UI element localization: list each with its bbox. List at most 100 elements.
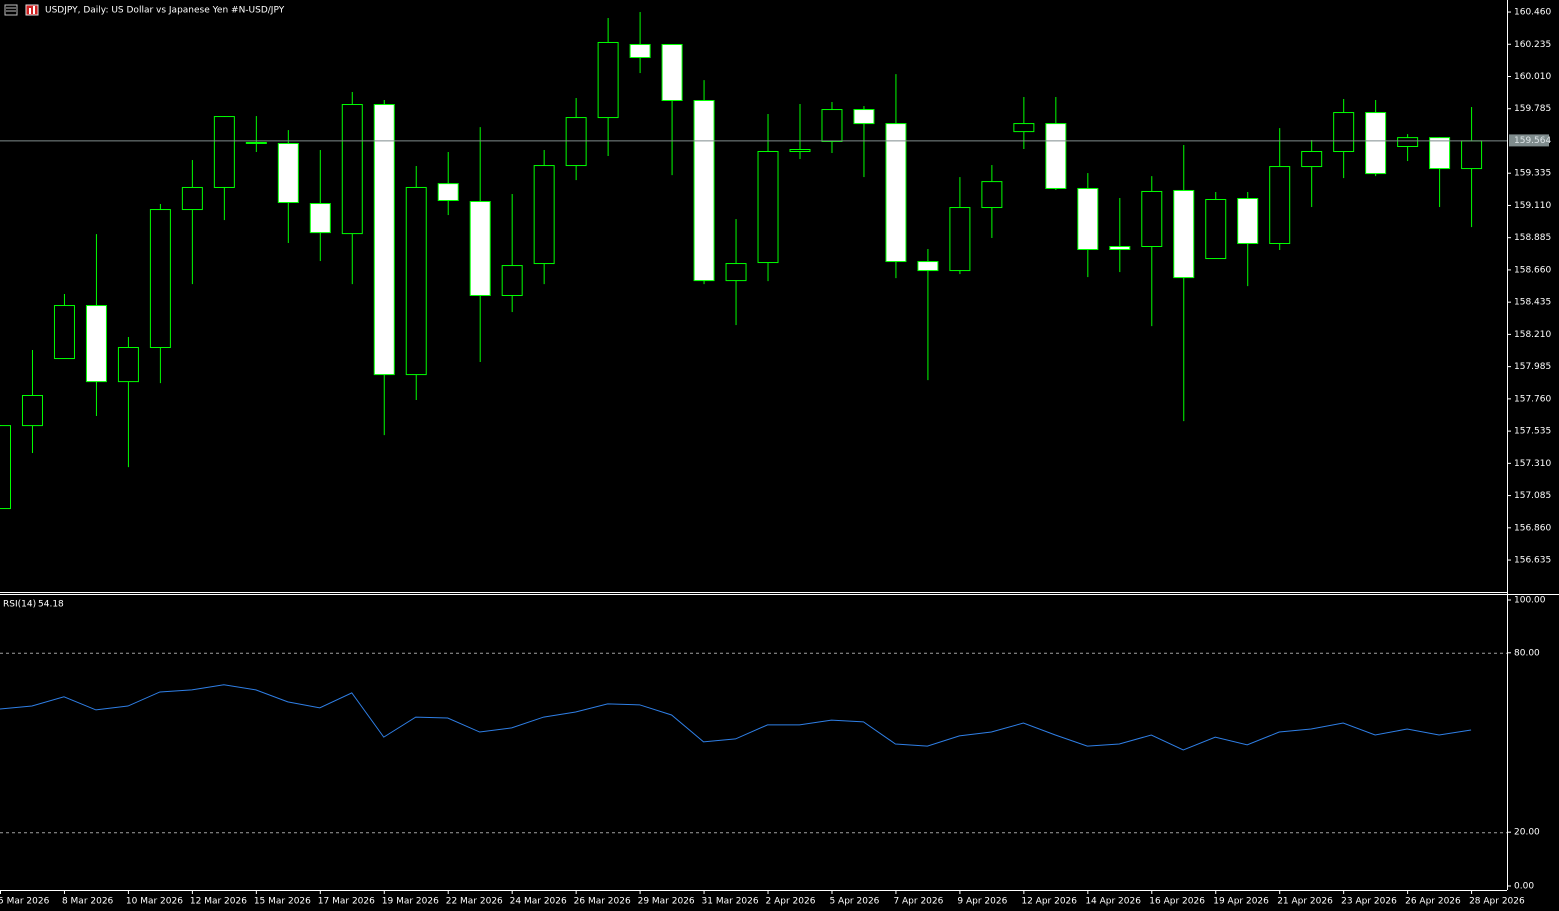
x-tick-label: 24 Mar 2026	[510, 897, 567, 907]
y-tick-label: 160.010	[1514, 72, 1551, 82]
candle-body	[1077, 187, 1099, 251]
x-tick-label: 8 Mar 2026	[62, 897, 114, 907]
candle-body	[1109, 245, 1131, 251]
candle-body	[1365, 112, 1387, 175]
candle-body	[1205, 199, 1227, 260]
candle-body	[469, 201, 491, 296]
candle-body	[277, 142, 299, 204]
y-tick-label: 159.335	[1514, 169, 1551, 179]
candle-body	[757, 151, 779, 264]
candle-body	[21, 395, 43, 427]
x-tick-label: 19 Mar 2026	[382, 897, 439, 907]
candle-body	[405, 186, 427, 376]
candle-body	[917, 261, 939, 272]
candle-body	[309, 203, 331, 234]
candle-body	[1045, 123, 1067, 189]
y-tick-label: 156.860	[1514, 523, 1551, 533]
y-tick-label: 158.660	[1514, 265, 1551, 275]
candle-body	[597, 41, 619, 119]
current-price-box	[1509, 134, 1549, 147]
candle-body	[1397, 137, 1419, 147]
x-tick-label: 17 Mar 2026	[318, 897, 375, 907]
indicator-name: RSI(14)	[3, 600, 36, 610]
x-tick-label: 26 Apr 2026	[1405, 897, 1461, 907]
x-tick-label: 28 Apr 2026	[1469, 897, 1525, 907]
candle-body	[1141, 190, 1163, 247]
y-tick-label: 100.00	[1514, 596, 1546, 606]
x-tick-label: 16 Apr 2026	[1149, 897, 1205, 907]
candle-body	[149, 209, 171, 349]
candle-body	[245, 141, 267, 144]
candle-body	[373, 104, 395, 376]
symbol-icon[interactable]	[25, 4, 39, 16]
candle-body	[213, 116, 235, 188]
x-tick-label: 7 Apr 2026	[893, 897, 943, 907]
candle-body	[341, 104, 363, 235]
y-tick-label: 160.235	[1514, 40, 1551, 50]
candle-body	[885, 123, 907, 263]
x-tick-label: 12 Apr 2026	[1021, 897, 1077, 907]
candle-body	[1013, 123, 1035, 133]
x-tick-label: 22 Mar 2026	[446, 897, 503, 907]
candle-body	[629, 43, 651, 59]
candle-body	[1173, 189, 1195, 279]
x-tick-label: 9 Apr 2026	[957, 897, 1007, 907]
y-tick-label: 156.635	[1514, 556, 1551, 566]
candle-body	[821, 109, 843, 142]
y-tick-label: 0.00	[1514, 882, 1534, 892]
x-tick-label: 19 Apr 2026	[1213, 897, 1269, 907]
candle-body	[1333, 112, 1355, 153]
candle-body	[1301, 151, 1323, 168]
x-tick-label: 5 Apr 2026	[829, 897, 879, 907]
candle-body	[949, 207, 971, 272]
candle-body	[661, 43, 683, 102]
x-tick-label: 21 Apr 2026	[1277, 897, 1333, 907]
candle-body	[53, 305, 75, 360]
x-tick-label: 26 Mar 2026	[574, 897, 631, 907]
candle-body	[85, 305, 107, 383]
x-tick-label: 31 Mar 2026	[702, 897, 759, 907]
candle-body	[981, 181, 1003, 209]
icon-bar	[29, 8, 31, 14]
x-tick-label: 5 Mar 2026	[0, 897, 50, 907]
candle-body	[533, 165, 555, 265]
y-tick-label: 159.785	[1514, 104, 1551, 114]
x-tick-label: 23 Apr 2026	[1341, 897, 1397, 907]
y-tick-label: 157.985	[1514, 362, 1551, 372]
candle-body	[789, 149, 811, 153]
window-icons	[4, 4, 39, 16]
x-tick-label: 2 Apr 2026	[766, 897, 816, 907]
y-tick-label: 157.085	[1514, 491, 1551, 501]
candle-body	[501, 265, 523, 296]
icon-bar	[33, 6, 35, 14]
menu-icon[interactable]	[4, 4, 18, 16]
candle-body	[1237, 198, 1259, 244]
candle-body	[693, 100, 715, 282]
candle-body	[1461, 140, 1483, 170]
candle-body	[1269, 166, 1291, 244]
y-tick-label: 158.210	[1514, 330, 1551, 340]
rsi-line	[0, 684, 1472, 751]
x-tick-label: 10 Mar 2026	[126, 897, 183, 907]
y-tick-label: 159.110	[1514, 201, 1551, 211]
candle-body	[853, 109, 875, 125]
candle-body	[0, 425, 11, 510]
x-tick-label: 14 Apr 2026	[1085, 897, 1141, 907]
y-tick-label: 158.435	[1514, 298, 1551, 308]
candle-body	[1429, 137, 1451, 170]
y-tick-label: 80.00	[1514, 648, 1540, 658]
x-tick-label: 12 Mar 2026	[190, 897, 247, 907]
y-tick-label: 160.460	[1514, 8, 1551, 18]
x-tick-label: 29 Mar 2026	[638, 897, 695, 907]
candle-body	[117, 347, 139, 383]
x-tick-label: 15 Mar 2026	[254, 897, 311, 907]
y-tick-label: 157.310	[1514, 459, 1551, 469]
chart-title: USDJPY, Daily: US Dollar vs Japanese Yen…	[45, 6, 285, 16]
candle-body	[437, 183, 459, 202]
current-price-label: 159.564	[1514, 136, 1551, 146]
y-tick-label: 20.00	[1514, 828, 1540, 838]
y-tick-label: 157.760	[1514, 394, 1551, 404]
